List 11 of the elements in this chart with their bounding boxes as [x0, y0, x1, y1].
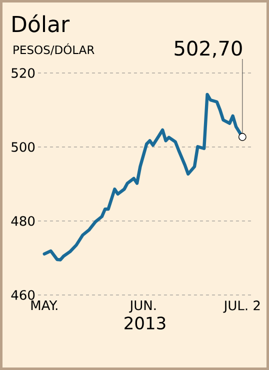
chart-title: Dólar: [12, 14, 70, 32]
y-tick-label: 480: [11, 216, 35, 226]
x-tick-label: JUN.: [129, 300, 156, 313]
x-tick-label: JUL. 2: [223, 300, 260, 313]
x-axis-title: 2013: [124, 316, 166, 330]
y-tick-label: 520: [12, 68, 35, 78]
x-tick-label: MAY.: [31, 300, 58, 310]
annotation: 502,70: [174, 40, 242, 58]
chart-subtitle: PESOS/DÓLAR: [14, 43, 94, 56]
y-tick-label: 500: [12, 142, 35, 152]
y-tick-label: 460: [11, 290, 35, 300]
